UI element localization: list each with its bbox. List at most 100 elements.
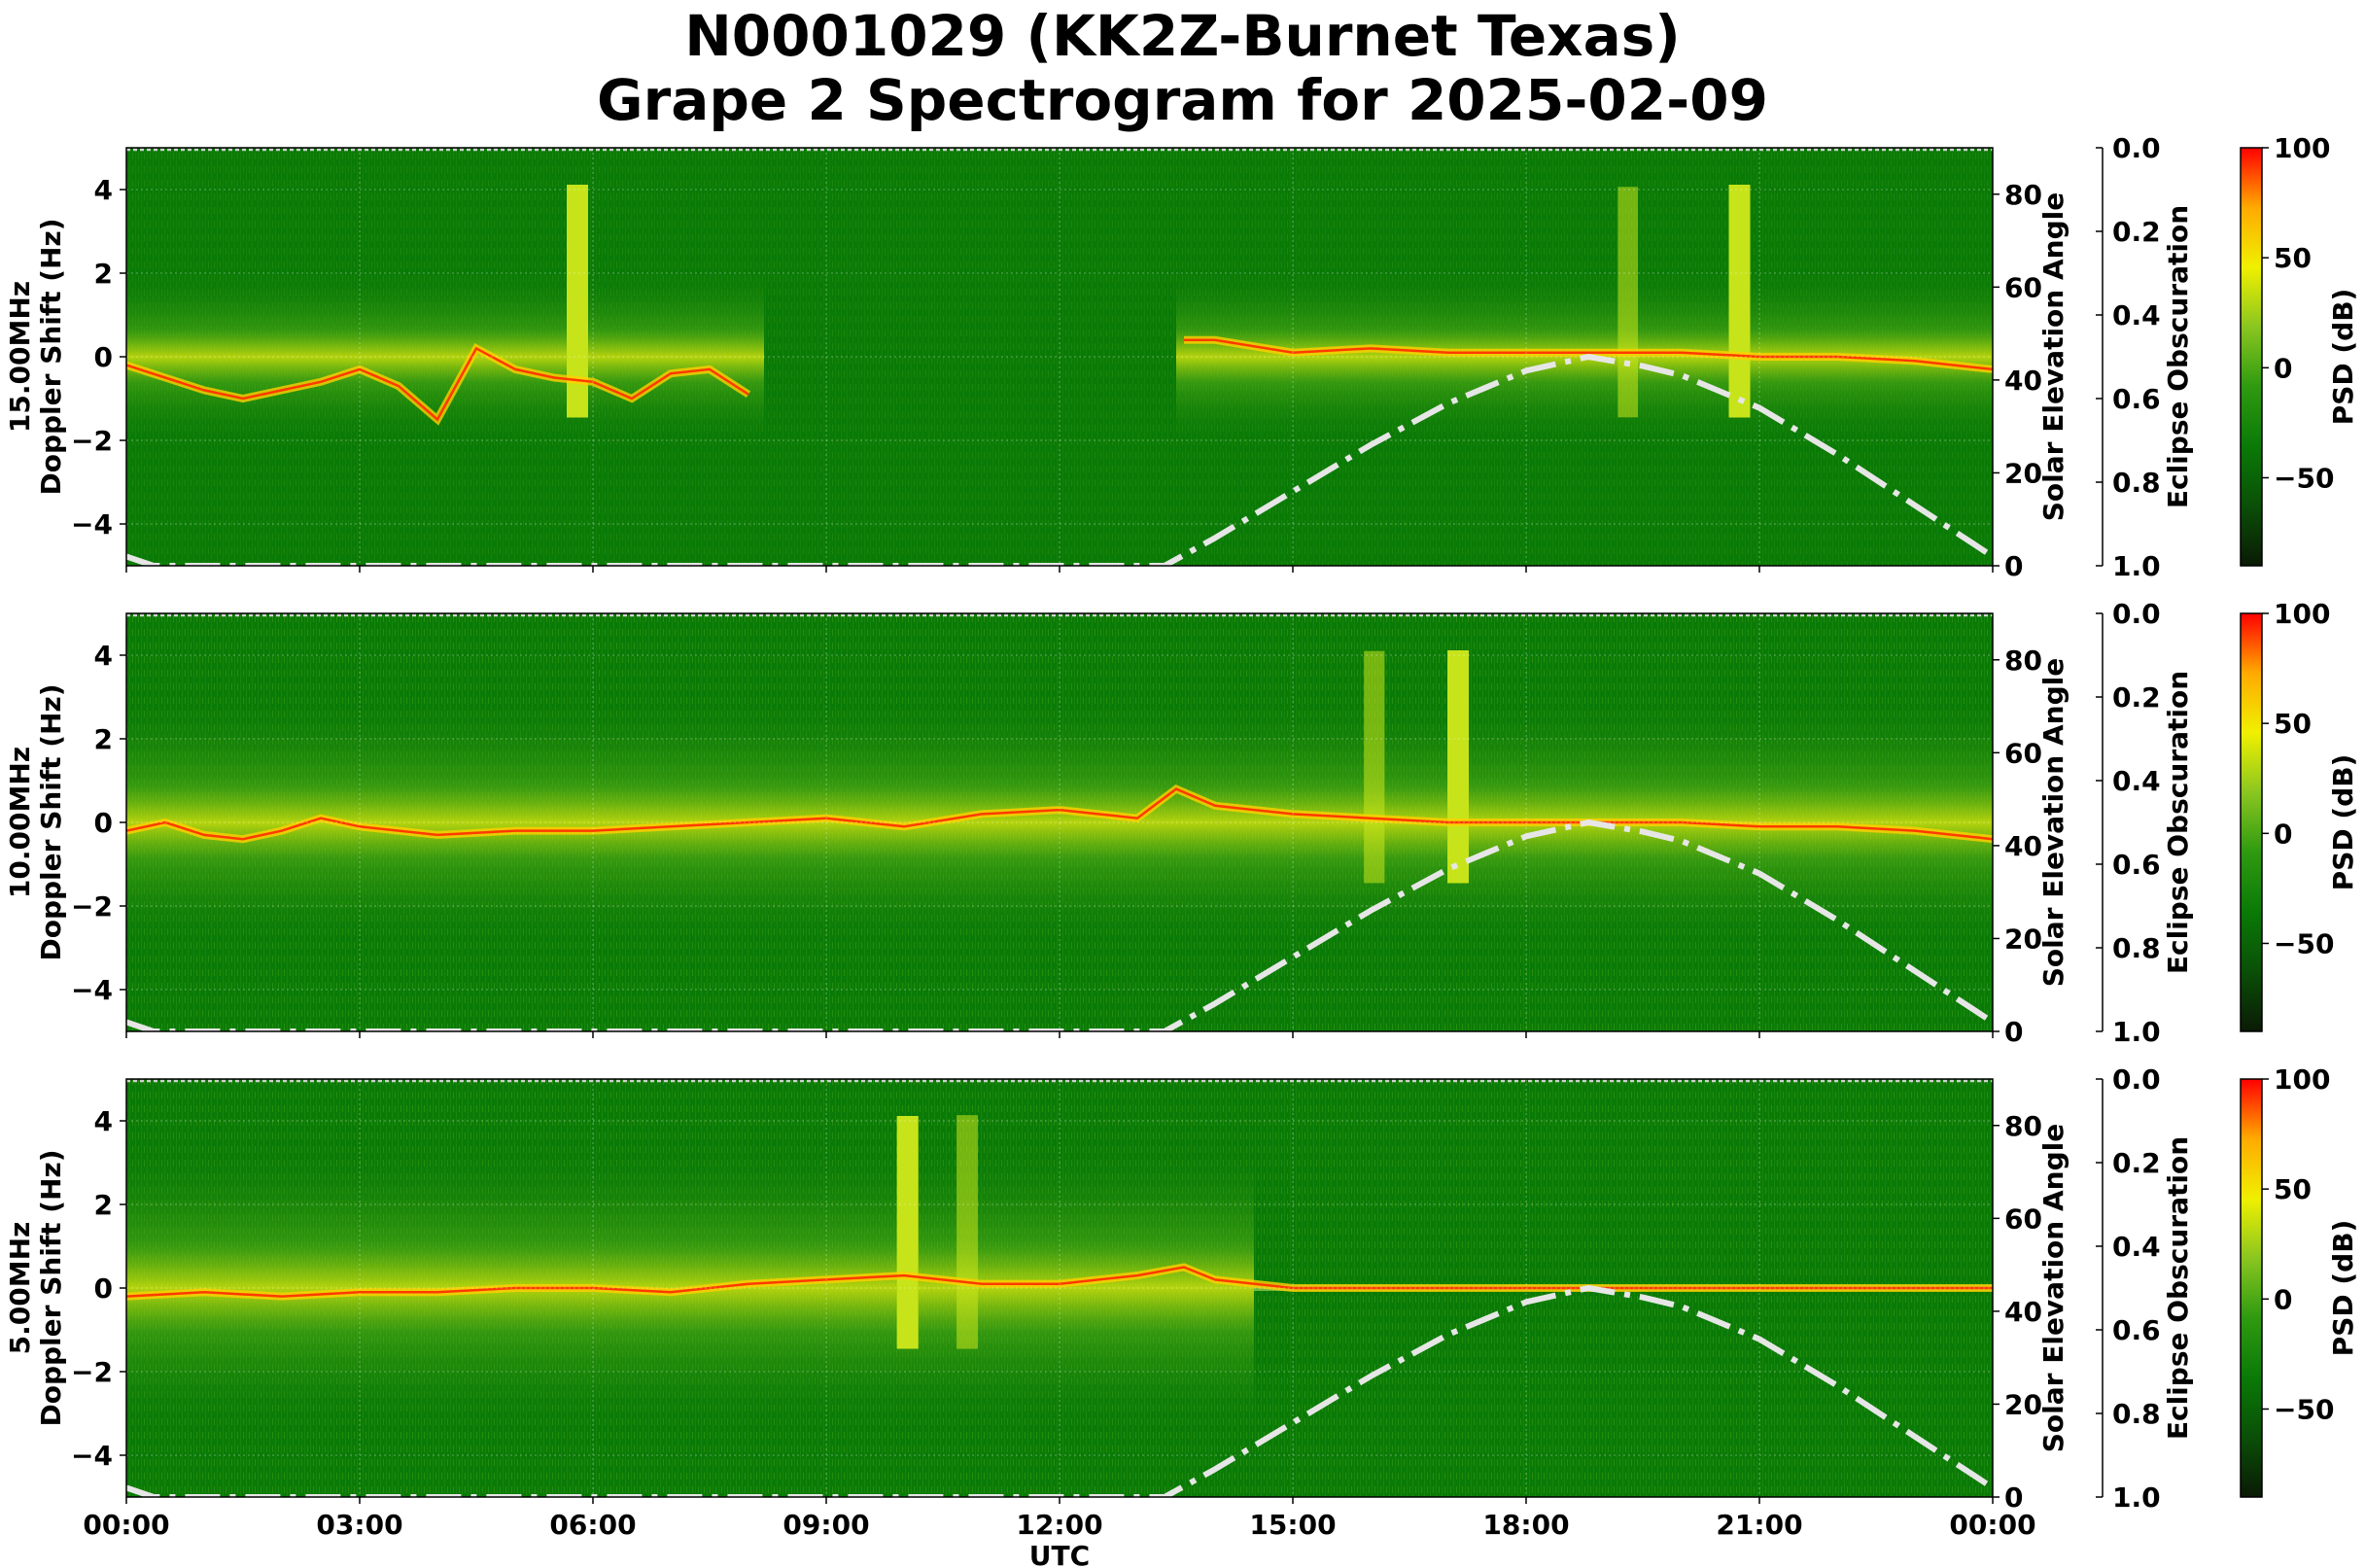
y3-tick-label: 0.4: [2112, 299, 2161, 331]
doppler-burst: [1728, 185, 1751, 418]
y-axis-label-doppler: Doppler Shift (Hz): [35, 683, 67, 960]
y3-tick-label: 0.0: [2112, 1063, 2161, 1096]
x-tick-label: 18:00: [1482, 1509, 1569, 1541]
y-axis-label-frequency: 10.00MHz: [4, 747, 36, 898]
y2-tick-label: 80: [2004, 645, 2042, 677]
y-tick-label: −4: [71, 508, 113, 540]
y3-tick-label: 1.0: [2112, 550, 2161, 582]
x-axis-label: UTC: [1029, 1540, 1090, 1568]
y3-tick-label: 0.6: [2112, 849, 2161, 881]
x-tick-label: 03:00: [316, 1509, 402, 1541]
doppler-trace: [126, 787, 1993, 841]
y3-tick-label: 0.0: [2112, 132, 2161, 164]
colorbar-tick-label: 100: [2274, 1063, 2330, 1096]
colorbar: [2240, 612, 2263, 1032]
y-tick-label: 2: [94, 1189, 113, 1221]
spectrogram-plot: [126, 1079, 1993, 1497]
y2-tick-label: 40: [2004, 1296, 2042, 1328]
colorbar-label: PSD (dB): [2327, 754, 2359, 891]
y-axis-label-frequency: 5.00MHz: [4, 1222, 36, 1355]
y3-tick-label: 0.4: [2112, 765, 2161, 797]
y3-axis-label: Eclipse Obscuration: [2162, 671, 2194, 974]
colorbar-label: PSD (dB): [2327, 1220, 2359, 1357]
y3-tick-label: 1.0: [2112, 1016, 2161, 1048]
colorbar-tick-label: 0: [2274, 818, 2292, 850]
y3-tick-label: 0.0: [2112, 598, 2161, 630]
y-tick-label: −4: [71, 1440, 113, 1472]
y3-axis-label: Eclipse Obscuration: [2162, 1136, 2194, 1440]
chart-title-line1: N0001029 (KK2Z-Burnet Texas): [684, 3, 1681, 69]
x-tick-label: 06:00: [549, 1509, 636, 1541]
spectrogram-plot: [126, 148, 1993, 566]
doppler-burst: [1617, 187, 1639, 418]
y-tick-label: −2: [71, 890, 113, 923]
colorbar-tick-label: 100: [2274, 598, 2330, 630]
panel-3: −4 −2 0 2 4 5.00MHz Doppler Shift (Hz) 00:00 03:…: [4, 1063, 2359, 1568]
y2-tick-label: 20: [2004, 923, 2042, 955]
y3-tick-label: 0.8: [2112, 932, 2161, 964]
x-tick-label: 12:00: [1016, 1509, 1102, 1541]
y3-tick-label: 0.2: [2112, 216, 2161, 248]
y-axis-label-doppler: Doppler Shift (Hz): [35, 218, 67, 495]
y2-tick-label: 20: [2004, 457, 2042, 489]
y2-tick-label: 80: [2004, 179, 2042, 211]
chart-title-line2: Grape 2 Spectrogram for 2025-02-09: [597, 67, 1768, 133]
y2-tick-label: 40: [2004, 365, 2042, 397]
colorbar-label: PSD (dB): [2327, 289, 2359, 426]
y3-tick-label: 0.6: [2112, 1314, 2161, 1346]
doppler-burst: [567, 185, 588, 418]
x-tick-label: 21:00: [1716, 1509, 1802, 1541]
y3-tick-label: 0.8: [2112, 467, 2161, 499]
y2-tick-label: 0: [2004, 1016, 2023, 1048]
x-tick-label: 00:00: [1949, 1509, 2035, 1541]
y-tick-label: 4: [94, 1105, 113, 1137]
y2-axis-label: Solar Elevation Angle: [2037, 1124, 2069, 1452]
y-tick-label: 0: [94, 807, 113, 839]
colorbar-tick-label: 50: [2274, 1173, 2312, 1205]
colorbar: [2240, 147, 2263, 567]
doppler-burst: [1364, 650, 1385, 884]
y2-tick-label: 60: [2004, 737, 2042, 769]
y3-tick-label: 0.2: [2112, 1147, 2161, 1179]
y2-tick-label: 40: [2004, 830, 2042, 862]
y-tick-label: 2: [94, 723, 113, 755]
chart-title: N0001029 (KK2Z-Burnet Texas) Grape 2 Spe…: [0, 0, 2365, 132]
solar-elevation-curve: [126, 354, 1993, 566]
y-axis-label-doppler: Doppler Shift (Hz): [35, 1149, 67, 1426]
colorbar-tick-label: 0: [2274, 352, 2292, 384]
y-tick-label: 0: [94, 341, 113, 373]
y-tick-label: 4: [94, 174, 113, 206]
y2-axis-label: Solar Elevation Angle: [2037, 192, 2069, 521]
y3-axis-label: Eclipse Obscuration: [2162, 205, 2194, 508]
y-tick-label: 0: [94, 1272, 113, 1305]
solar-elevation-curve: [126, 1285, 1993, 1497]
y2-tick-label: 20: [2004, 1388, 2042, 1420]
y2-axis-label: Solar Elevation Angle: [2037, 658, 2069, 987]
x-tick-label: 09:00: [783, 1509, 869, 1541]
colorbar-tick-label: 0: [2274, 1283, 2292, 1315]
colorbar: [2240, 1078, 2263, 1498]
y-tick-label: −4: [71, 974, 113, 1006]
y3-tick-label: 1.0: [2112, 1481, 2161, 1514]
doppler-burst: [896, 1116, 919, 1349]
x-tick-label: 00:00: [83, 1509, 169, 1541]
doppler-trace: [126, 346, 749, 422]
doppler-band: [126, 269, 764, 444]
y-tick-label: −2: [71, 1356, 113, 1388]
panel-1: −4 −2 0 2 4 15.00MHz Doppler Shift (Hz) 0 20 40 60…: [4, 132, 2359, 582]
doppler-burst: [1447, 650, 1469, 884]
solar-elevation-curve: [126, 819, 1993, 1031]
colorbar-tick-label: −50: [2274, 462, 2334, 494]
colorbar-tick-label: −50: [2274, 1393, 2334, 1425]
spectrogram-plot: [126, 613, 1993, 1031]
doppler-trace: [126, 1266, 1993, 1298]
y3-tick-label: 0.4: [2112, 1231, 2161, 1263]
colorbar-tick-label: −50: [2274, 927, 2334, 959]
colorbar-tick-label: 50: [2274, 242, 2312, 274]
colorbar-tick-label: 50: [2274, 708, 2312, 740]
y2-tick-label: 80: [2004, 1110, 2042, 1142]
y2-tick-label: 0: [2004, 1481, 2023, 1514]
y2-tick-label: 60: [2004, 271, 2042, 303]
y-tick-label: 4: [94, 640, 113, 672]
